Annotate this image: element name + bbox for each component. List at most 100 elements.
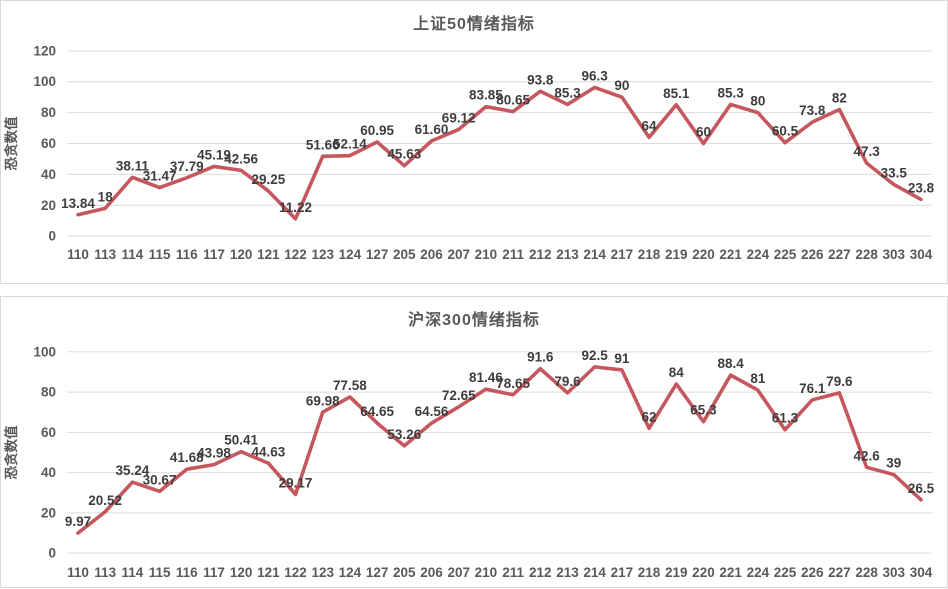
x-tick-label: 225 [774, 247, 797, 262]
data-point-label: 81 [750, 371, 766, 386]
x-tick-label: 221 [719, 247, 742, 262]
data-point-label: 64 [642, 118, 658, 133]
x-tick-label: 122 [284, 247, 307, 262]
data-point-label: 20.52 [88, 493, 122, 508]
x-tick-label: 214 [583, 565, 606, 580]
data-point-label: 44.63 [251, 444, 285, 459]
data-point-label: 90 [614, 78, 629, 93]
data-point-label: 53.26 [387, 427, 421, 442]
data-point-label: 77.58 [333, 378, 367, 393]
data-point-label: 26.5 [908, 481, 935, 496]
data-point-label: 80 [750, 94, 765, 109]
y-tick-label: 20 [41, 505, 56, 520]
x-tick-label: 206 [420, 247, 443, 262]
x-tick-label: 304 [910, 247, 933, 262]
series-line [76, 85, 923, 221]
x-tick-label: 207 [447, 247, 470, 262]
x-tick-label: 123 [311, 565, 334, 580]
x-tick-label: 218 [638, 247, 661, 262]
x-tick-label: 114 [122, 247, 144, 262]
data-point-label: 38.11 [116, 158, 150, 173]
data-point-label: 72.65 [442, 388, 476, 403]
data-point-label: 35.24 [115, 463, 149, 478]
x-tick-label: 213 [556, 565, 579, 580]
data-point-label: 82 [832, 91, 847, 106]
x-tick-label: 226 [801, 247, 824, 262]
x-tick-label: 228 [855, 565, 878, 580]
data-point-label: 76.1 [799, 381, 826, 396]
sse50-chart-canvas: 0 20 40 60 80 100 120 恐贪数值 13.84 18 38.1131.4737.7… [3, 43, 935, 262]
y-tick-label: 60 [41, 425, 56, 440]
data-point-label: 61.3 [772, 411, 798, 426]
x-tick-label: 211 [502, 247, 524, 262]
chart-title-csi300: 沪深300情绪指标 [408, 312, 540, 329]
data-point-label: 65.3 [690, 403, 716, 418]
x-tick-label: 115 [149, 247, 171, 262]
x-tick-label: 205 [393, 565, 416, 580]
data-point-label: 60 [696, 125, 711, 140]
data-point-label: 42.6 [853, 448, 879, 463]
x-tick-label: 115 [149, 565, 171, 580]
data-point-label: 37.79 [170, 159, 204, 174]
x-tick-label: 227 [828, 247, 851, 262]
x-tick-label: 227 [828, 565, 851, 580]
x-tick-label: 210 [475, 247, 498, 262]
data-point-label: 13.84 [61, 196, 95, 211]
x-tick-label: 217 [611, 565, 634, 580]
x-tick-label: 212 [529, 247, 552, 262]
x-tick-label: 303 [883, 247, 906, 262]
x-tick-label: 114 [122, 565, 144, 580]
x-tick-label: 214 [583, 247, 606, 262]
x-tick-label: 113 [94, 247, 116, 262]
data-point-label: 29.25 [251, 172, 285, 187]
x-tick-label: 207 [447, 565, 470, 580]
data-point-label: 80.65 [496, 93, 530, 108]
chart-title-sse50: 上证50情绪指标 [413, 16, 535, 33]
x-tick-label: 116 [176, 565, 198, 580]
data-point-label: 47.3 [853, 144, 879, 159]
data-point-label: 78.65 [496, 376, 530, 391]
data-point-label: 45.63 [387, 147, 421, 162]
data-point-label: 69.12 [442, 110, 476, 125]
x-tick-label: 217 [611, 247, 634, 262]
x-tick-label: 124 [339, 565, 362, 580]
x-tick-label: 212 [529, 565, 552, 580]
data-point-label: 64.65 [360, 404, 394, 419]
data-point-label: 29.17 [279, 475, 313, 490]
x-tick-label: 224 [747, 565, 770, 580]
x-tick-label: 121 [257, 247, 280, 262]
x-tick-label: 303 [883, 565, 906, 580]
x-tick-label: 219 [665, 247, 688, 262]
x-tick-label: 228 [855, 247, 878, 262]
y-tick-label: 20 [41, 198, 56, 213]
data-point-label: 18 [98, 189, 114, 204]
data-point-label: 23.8 [908, 180, 935, 195]
x-tick-label: 218 [638, 565, 661, 580]
x-tick-label: 110 [67, 247, 89, 262]
x-tick-label: 219 [665, 565, 688, 580]
x-tick-label: 127 [366, 247, 389, 262]
data-point-label: 60.5 [772, 124, 799, 139]
data-point-label: 64.56 [415, 404, 449, 419]
y-tick-label: 100 [33, 74, 56, 89]
y-tick-label: 100 [33, 344, 56, 359]
x-tick-label: 110 [67, 565, 89, 580]
x-tick-label: 122 [284, 565, 307, 580]
data-point-label: 41.68 [170, 450, 204, 465]
x-tick-label: 225 [774, 565, 797, 580]
data-point-label: 79.6 [826, 374, 852, 389]
data-point-label: 42.56 [224, 151, 258, 166]
x-tick-label: 117 [203, 565, 225, 580]
x-tick-label: 224 [747, 247, 770, 262]
y-tick-label: 120 [33, 43, 56, 58]
x-tick-label: 113 [94, 565, 116, 580]
data-point-label: 39 [886, 456, 901, 471]
data-point-label: 93.8 [527, 72, 554, 87]
data-point-label: 83.85 [469, 88, 503, 103]
data-point-label: 69.98 [306, 393, 340, 408]
x-tick-label: 117 [203, 247, 225, 262]
x-tick-label: 211 [502, 565, 524, 580]
data-point-label: 30.67 [143, 472, 177, 487]
data-point-label: 85.1 [663, 86, 690, 101]
